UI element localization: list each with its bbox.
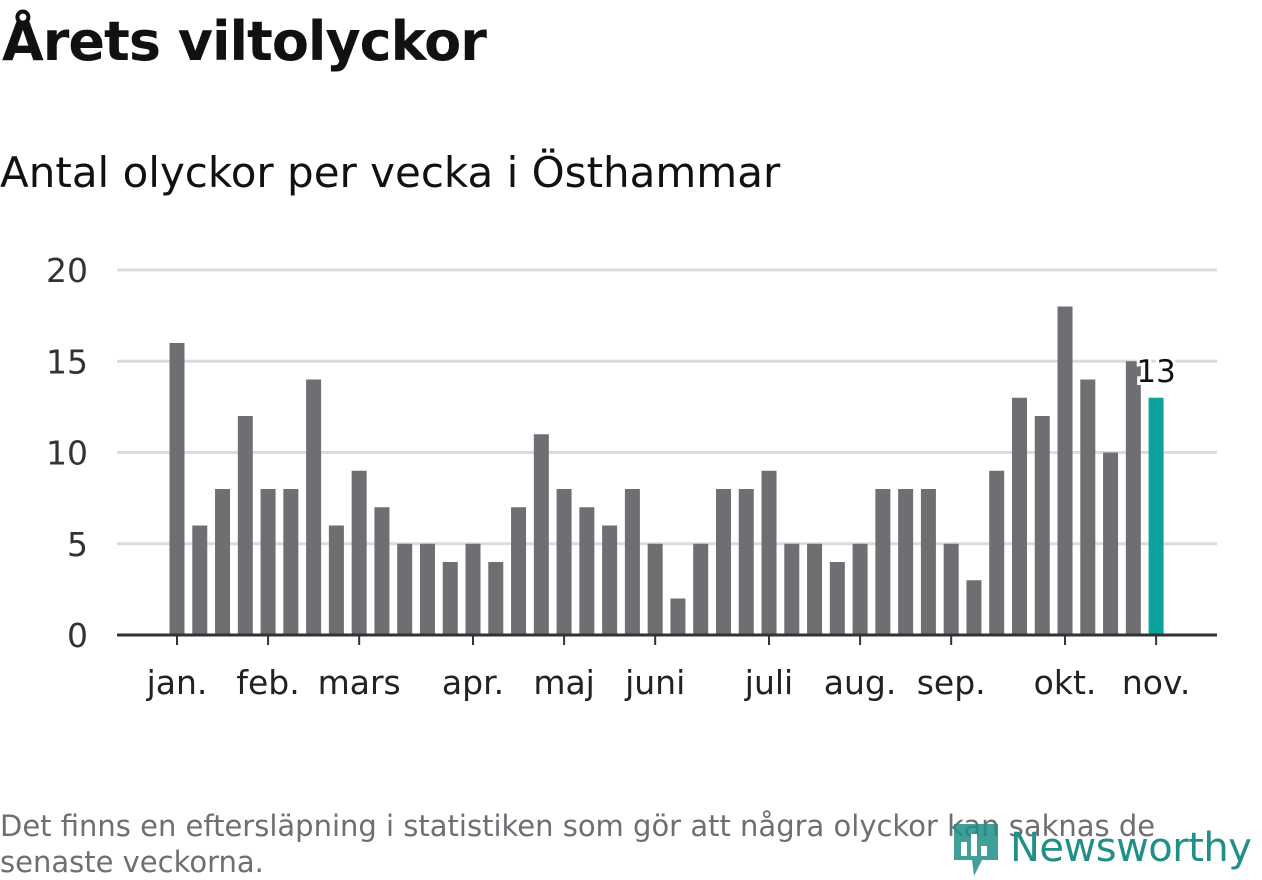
y-tick-label: 20 (46, 251, 88, 290)
bar (1080, 379, 1096, 635)
bar (875, 489, 891, 635)
x-tick-label: juni (624, 663, 685, 702)
bar (715, 489, 731, 635)
bar (761, 470, 777, 635)
bar (989, 470, 1005, 635)
bar (419, 543, 435, 635)
bar (647, 543, 663, 635)
bar (351, 470, 367, 635)
bar (260, 489, 276, 635)
bar (511, 507, 527, 635)
bar (465, 543, 481, 635)
bar (374, 507, 390, 635)
bar (807, 543, 823, 635)
bar (943, 543, 959, 635)
x-tick-label: maj (533, 663, 595, 702)
bar (1011, 397, 1027, 635)
bar (442, 562, 458, 635)
bar (898, 489, 914, 635)
x-tick-label: apr. (442, 663, 504, 702)
bar (1057, 306, 1073, 635)
newsworthy-logo-icon (954, 824, 998, 876)
bar (328, 525, 344, 635)
bar-value-label: 13 (1136, 354, 1175, 390)
bar (533, 434, 549, 635)
x-tick-label: juli (744, 663, 793, 702)
newsworthy-logo-text: Newsworthy (1010, 825, 1252, 871)
bar (738, 489, 754, 635)
y-tick-label: 5 (67, 525, 88, 564)
x-tick-label: mars (318, 663, 401, 702)
bar (488, 562, 504, 635)
chart-subtitle: Antal olyckor per vecka i Östhammar (0, 148, 781, 197)
newsworthy-logo: Newsworthy (952, 818, 1252, 878)
bar (283, 489, 299, 635)
bar (192, 525, 208, 635)
bar (829, 562, 845, 635)
bar (624, 489, 640, 635)
bar (556, 489, 572, 635)
x-tick-label: jan. (146, 663, 208, 702)
y-tick-label: 15 (46, 342, 88, 381)
bar (602, 525, 618, 635)
bar (966, 580, 982, 635)
bar (579, 507, 595, 635)
bar (237, 416, 253, 635)
x-tick-label: nov. (1122, 663, 1191, 702)
x-tick-label: aug. (824, 663, 897, 702)
y-tick-label: 10 (46, 434, 88, 473)
x-tick-label: feb. (236, 663, 299, 702)
bar (1034, 416, 1050, 635)
bar (693, 543, 709, 635)
bar (397, 543, 413, 635)
bar (1103, 452, 1119, 635)
bar (215, 489, 231, 635)
bar (670, 598, 686, 635)
bar (920, 489, 936, 635)
x-tick-label: sep. (917, 663, 986, 702)
bar (1125, 361, 1141, 635)
bar (1148, 397, 1164, 635)
bar (852, 543, 868, 635)
bar (784, 543, 800, 635)
x-tick-label: okt. (1034, 663, 1097, 702)
y-tick-label: 0 (67, 616, 88, 655)
chart-title: Årets viltolyckor (2, 10, 487, 73)
bar (306, 379, 322, 635)
bar (169, 343, 185, 635)
